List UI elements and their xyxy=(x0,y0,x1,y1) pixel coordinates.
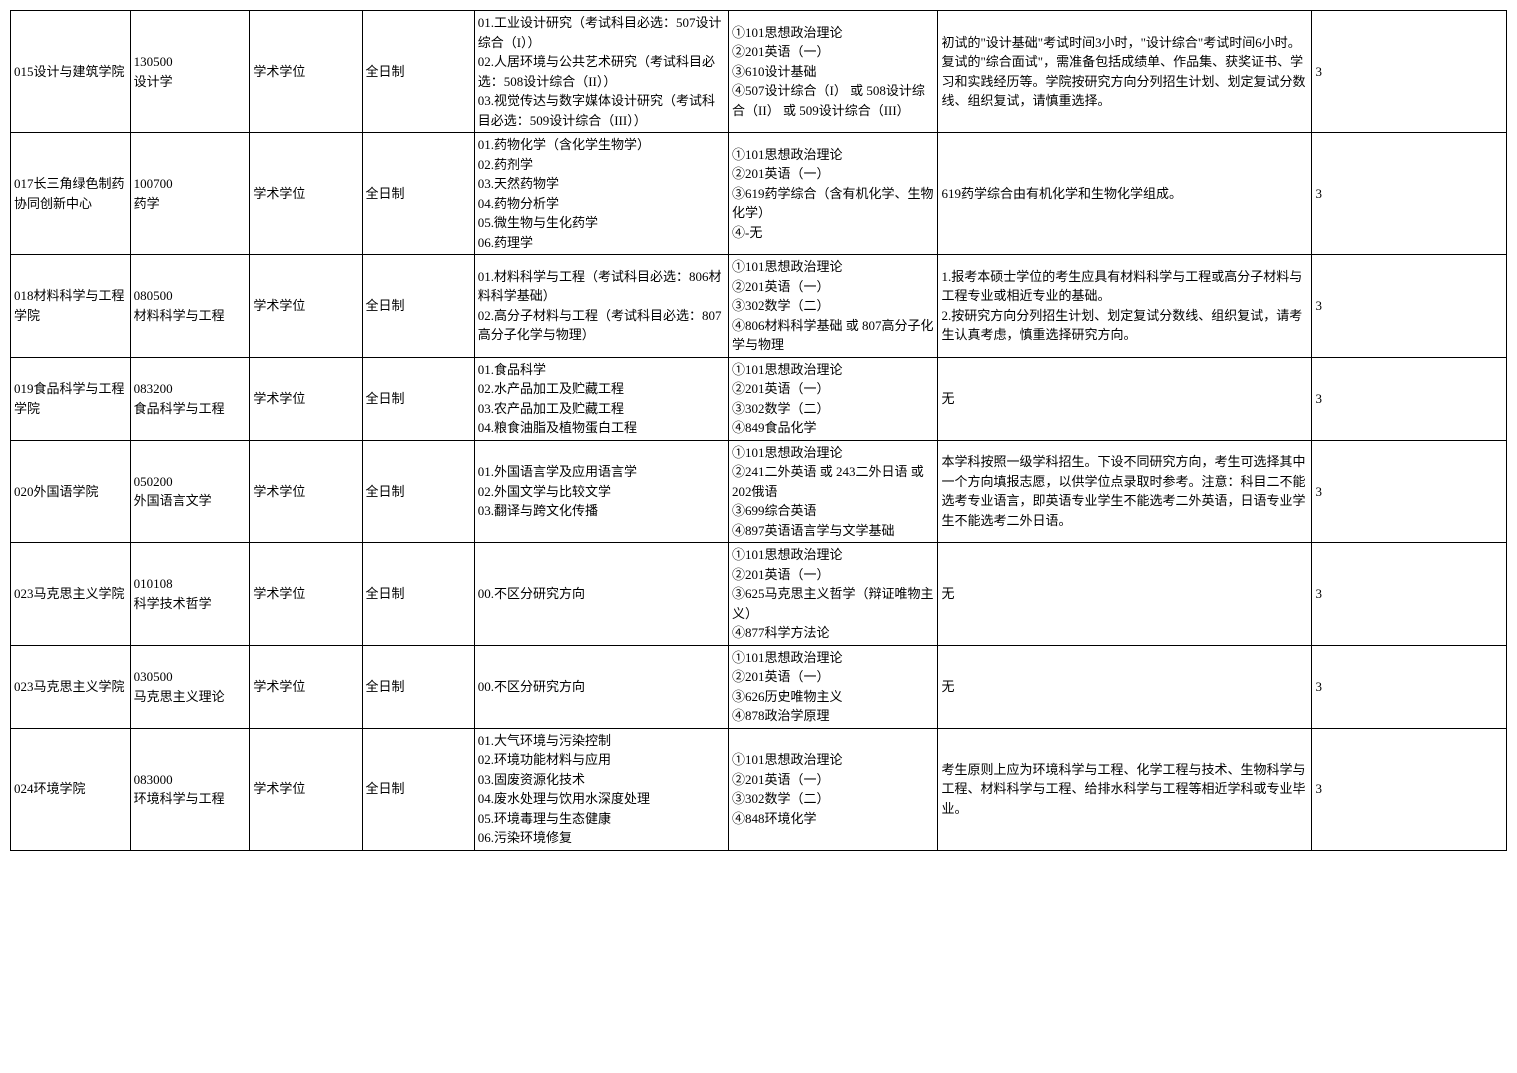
cell-dept: 023马克思主义学院 xyxy=(11,543,131,646)
cell-major: 010108 科学技术哲学 xyxy=(130,543,250,646)
cell-years: 3 xyxy=(1312,11,1507,133)
cell-major: 100700 药学 xyxy=(130,133,250,255)
cell-mode: 全日制 xyxy=(362,728,474,850)
cell-major: 050200 外国语言文学 xyxy=(130,440,250,543)
cell-remark: 无 xyxy=(938,543,1312,646)
cell-mode: 全日制 xyxy=(362,440,474,543)
cell-remark: 无 xyxy=(938,357,1312,440)
cell-degree: 学术学位 xyxy=(250,728,362,850)
table-row: 017长三角绿色制药协同创新中心100700 药学学术学位全日制01.药物化学（… xyxy=(11,133,1507,255)
cell-years: 3 xyxy=(1312,728,1507,850)
table-body: 015设计与建筑学院130500 设计学学术学位全日制01.工业设计研究（考试科… xyxy=(11,11,1507,851)
table-row: 023马克思主义学院010108 科学技术哲学学术学位全日制00.不区分研究方向… xyxy=(11,543,1507,646)
cell-major: 083200 食品科学与工程 xyxy=(130,357,250,440)
cell-exam: ①101思想政治理论 ②201英语（一） ③626历史唯物主义 ④878政治学原… xyxy=(729,645,938,728)
cell-years: 3 xyxy=(1312,645,1507,728)
cell-remark: 考生原则上应为环境科学与工程、化学工程与技术、生物科学与工程、材料科学与工程、给… xyxy=(938,728,1312,850)
cell-remark: 1.报考本硕士学位的考生应具有材料科学与工程或高分子材料与工程专业或相近专业的基… xyxy=(938,255,1312,358)
cell-exam: ①101思想政治理论 ②201英语（一） ③619药学综合（含有机化学、生物化学… xyxy=(729,133,938,255)
cell-degree: 学术学位 xyxy=(250,133,362,255)
cell-dept: 020外国语学院 xyxy=(11,440,131,543)
cell-years: 3 xyxy=(1312,543,1507,646)
cell-degree: 学术学位 xyxy=(250,11,362,133)
cell-degree: 学术学位 xyxy=(250,255,362,358)
cell-mode: 全日制 xyxy=(362,645,474,728)
cell-exam: ①101思想政治理论 ②201英语（一） ③610设计基础 ④507设计综合（I… xyxy=(729,11,938,133)
cell-direction: 01.材料科学与工程（考试科目必选：806材料科学基础） 02.高分子材料与工程… xyxy=(474,255,728,358)
cell-degree: 学术学位 xyxy=(250,645,362,728)
table-row: 024环境学院083000 环境科学与工程学术学位全日制01.大气环境与污染控制… xyxy=(11,728,1507,850)
cell-major: 130500 设计学 xyxy=(130,11,250,133)
cell-remark: 无 xyxy=(938,645,1312,728)
cell-exam: ①101思想政治理论 ②201英语（一） ③302数学（二） ④806材料科学基… xyxy=(729,255,938,358)
cell-years: 3 xyxy=(1312,440,1507,543)
cell-major: 083000 环境科学与工程 xyxy=(130,728,250,850)
cell-mode: 全日制 xyxy=(362,255,474,358)
cell-direction: 01.食品科学 02.水产品加工及贮藏工程 03.农产品加工及贮藏工程 04.粮… xyxy=(474,357,728,440)
cell-direction: 01.工业设计研究（考试科目必选：507设计综合（I）） 02.人居环境与公共艺… xyxy=(474,11,728,133)
cell-dept: 024环境学院 xyxy=(11,728,131,850)
cell-major: 030500 马克思主义理论 xyxy=(130,645,250,728)
admissions-table: 015设计与建筑学院130500 设计学学术学位全日制01.工业设计研究（考试科… xyxy=(10,10,1507,851)
cell-direction: 01.药物化学（含化学生物学） 02.药剂学 03.天然药物学 04.药物分析学… xyxy=(474,133,728,255)
table-row: 019食品科学与工程学院083200 食品科学与工程学术学位全日制01.食品科学… xyxy=(11,357,1507,440)
cell-remark: 619药学综合由有机化学和生物化学组成。 xyxy=(938,133,1312,255)
cell-remark: 本学科按照一级学科招生。下设不同研究方向，考生可选择其中一个方向填报志愿，以供学… xyxy=(938,440,1312,543)
cell-dept: 018材料科学与工程学院 xyxy=(11,255,131,358)
cell-exam: ①101思想政治理论 ②201英语（一） ③302数学（二） ④848环境化学 xyxy=(729,728,938,850)
table-row: 015设计与建筑学院130500 设计学学术学位全日制01.工业设计研究（考试科… xyxy=(11,11,1507,133)
table-row: 023马克思主义学院030500 马克思主义理论学术学位全日制00.不区分研究方… xyxy=(11,645,1507,728)
table-row: 018材料科学与工程学院080500 材料科学与工程学术学位全日制01.材料科学… xyxy=(11,255,1507,358)
cell-years: 3 xyxy=(1312,133,1507,255)
cell-years: 3 xyxy=(1312,255,1507,358)
cell-direction: 01.大气环境与污染控制 02.环境功能材料与应用 03.固废资源化技术 04.… xyxy=(474,728,728,850)
cell-direction: 01.外国语言学及应用语言学 02.外国文学与比较文学 03.翻译与跨文化传播 xyxy=(474,440,728,543)
cell-mode: 全日制 xyxy=(362,357,474,440)
cell-dept: 019食品科学与工程学院 xyxy=(11,357,131,440)
cell-exam: ①101思想政治理论 ②201英语（一） ③302数学（二） ④849食品化学 xyxy=(729,357,938,440)
cell-mode: 全日制 xyxy=(362,543,474,646)
cell-degree: 学术学位 xyxy=(250,357,362,440)
cell-direction: 00.不区分研究方向 xyxy=(474,645,728,728)
cell-degree: 学术学位 xyxy=(250,440,362,543)
table-row: 020外国语学院050200 外国语言文学学术学位全日制01.外国语言学及应用语… xyxy=(11,440,1507,543)
cell-major: 080500 材料科学与工程 xyxy=(130,255,250,358)
cell-mode: 全日制 xyxy=(362,133,474,255)
cell-remark: 初试的"设计基础"考试时间3小时，"设计综合"考试时间6小时。复试的"综合面试"… xyxy=(938,11,1312,133)
cell-exam: ①101思想政治理论 ②241二外英语 或 243二外日语 或 202俄语 ③6… xyxy=(729,440,938,543)
cell-direction: 00.不区分研究方向 xyxy=(474,543,728,646)
cell-dept: 017长三角绿色制药协同创新中心 xyxy=(11,133,131,255)
cell-exam: ①101思想政治理论 ②201英语（一） ③625马克思主义哲学（辩证唯物主义）… xyxy=(729,543,938,646)
cell-degree: 学术学位 xyxy=(250,543,362,646)
cell-years: 3 xyxy=(1312,357,1507,440)
cell-dept: 023马克思主义学院 xyxy=(11,645,131,728)
cell-mode: 全日制 xyxy=(362,11,474,133)
cell-dept: 015设计与建筑学院 xyxy=(11,11,131,133)
